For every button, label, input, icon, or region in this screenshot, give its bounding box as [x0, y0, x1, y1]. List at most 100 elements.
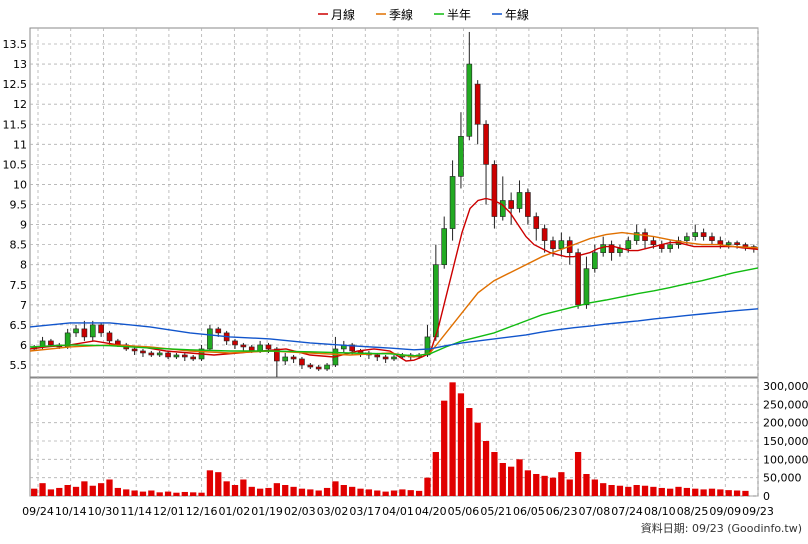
volume-bar	[257, 489, 263, 496]
candle-body	[475, 84, 480, 124]
x-tick-label: 11/14	[120, 505, 152, 518]
price-tick-label: 6.5	[10, 319, 28, 332]
volume-bar	[600, 483, 606, 496]
candle-body	[90, 325, 95, 337]
candle-body	[517, 192, 522, 208]
candle-body	[207, 329, 212, 349]
legend-label: 月線	[331, 7, 355, 22]
volume-bar	[173, 493, 179, 496]
volume-bar	[341, 485, 347, 496]
candle-body	[283, 357, 288, 361]
candle-body	[601, 245, 606, 253]
candle-body	[291, 357, 296, 359]
x-tick-label: 12/01	[153, 505, 185, 518]
volume-bar	[433, 452, 439, 496]
candle-body	[82, 329, 87, 337]
volume-bar	[726, 490, 732, 496]
candle-body	[107, 333, 112, 341]
x-tick-label: 06/23	[546, 505, 578, 518]
volume-bar	[90, 486, 96, 496]
candle-body	[626, 241, 631, 249]
volume-bar	[39, 483, 45, 496]
x-tick-label: 08/25	[677, 505, 709, 518]
candle-body	[241, 345, 246, 347]
volume-bar	[48, 489, 54, 496]
grid	[30, 28, 758, 496]
candle-body	[132, 349, 137, 351]
volume-bar	[215, 472, 221, 496]
volume-bar	[441, 401, 447, 496]
candle-body	[433, 265, 438, 337]
price-tick-label: 7.5	[10, 279, 28, 292]
x-tick-label: 06/05	[513, 505, 545, 518]
volume-bar	[625, 487, 631, 496]
volume-bar	[684, 488, 690, 496]
volume-bar	[533, 474, 539, 496]
volume-bar	[207, 470, 213, 496]
volume-tick-label: 100,000	[763, 453, 808, 466]
volume-bar	[391, 491, 397, 497]
candle-body	[458, 136, 463, 176]
price-tick-label: 13	[13, 58, 27, 71]
volume-bar	[583, 474, 589, 496]
volume-bar	[148, 491, 154, 497]
candle-body	[484, 124, 489, 164]
candle-body	[325, 365, 330, 369]
candle-body	[174, 355, 179, 357]
volume-bar	[675, 487, 681, 496]
candle-body	[99, 325, 104, 333]
candle-body	[383, 357, 388, 359]
x-tick-label: 05/06	[448, 505, 480, 518]
volume-bar	[31, 489, 37, 496]
volume-bar	[650, 487, 656, 496]
volume-bar	[634, 485, 640, 496]
candle-body	[643, 233, 648, 241]
x-tick-label: 05/21	[480, 505, 512, 518]
volume-bar	[575, 452, 581, 496]
volume-bar	[332, 481, 338, 496]
volume-bar	[516, 459, 522, 496]
legend-label: 年線	[505, 7, 529, 22]
volume-bar	[475, 423, 481, 496]
price-tick-label: 13.5	[3, 38, 28, 51]
volume-bar	[608, 485, 614, 496]
volume-bar	[240, 480, 246, 497]
candle-body	[693, 233, 698, 237]
volume-bar	[709, 489, 715, 496]
volume-bars	[31, 382, 749, 496]
volume-bar	[190, 492, 196, 496]
volume-bar	[65, 485, 71, 496]
x-tick-label: 10/30	[88, 505, 120, 518]
price-tick-label: 10.5	[3, 158, 28, 171]
volume-bar	[140, 492, 146, 496]
volume-plot-frame	[30, 378, 758, 496]
volume-bar	[424, 478, 430, 496]
candle-body	[743, 245, 748, 247]
volume-bar	[290, 487, 296, 496]
candle-body	[609, 245, 614, 253]
x-tick-label: 01/19	[251, 505, 283, 518]
volume-bar	[742, 491, 748, 496]
candle-body	[375, 355, 380, 357]
candle-body	[425, 337, 430, 355]
candle-body	[584, 269, 589, 305]
legend-label: 半年	[447, 8, 471, 22]
volume-bar	[541, 476, 547, 496]
volume-bar	[249, 487, 255, 496]
candle-body	[140, 351, 145, 353]
ma-line	[30, 309, 758, 350]
candle-body	[48, 341, 53, 345]
price-tick-label: 11	[13, 138, 27, 151]
volume-tick-label: 200,000	[763, 417, 808, 430]
candle-body	[576, 253, 581, 305]
price-tick-label: 5.5	[10, 359, 28, 372]
x-tick-label: 12/16	[186, 505, 218, 518]
x-tick-label: 03/17	[349, 505, 381, 518]
x-tick-label: 07/08	[579, 505, 611, 518]
price-tick-label: 12	[13, 98, 27, 111]
volume-bar	[734, 491, 740, 497]
volume-bar	[382, 492, 388, 496]
volume-bar	[274, 483, 280, 496]
volume-bar	[500, 463, 506, 496]
